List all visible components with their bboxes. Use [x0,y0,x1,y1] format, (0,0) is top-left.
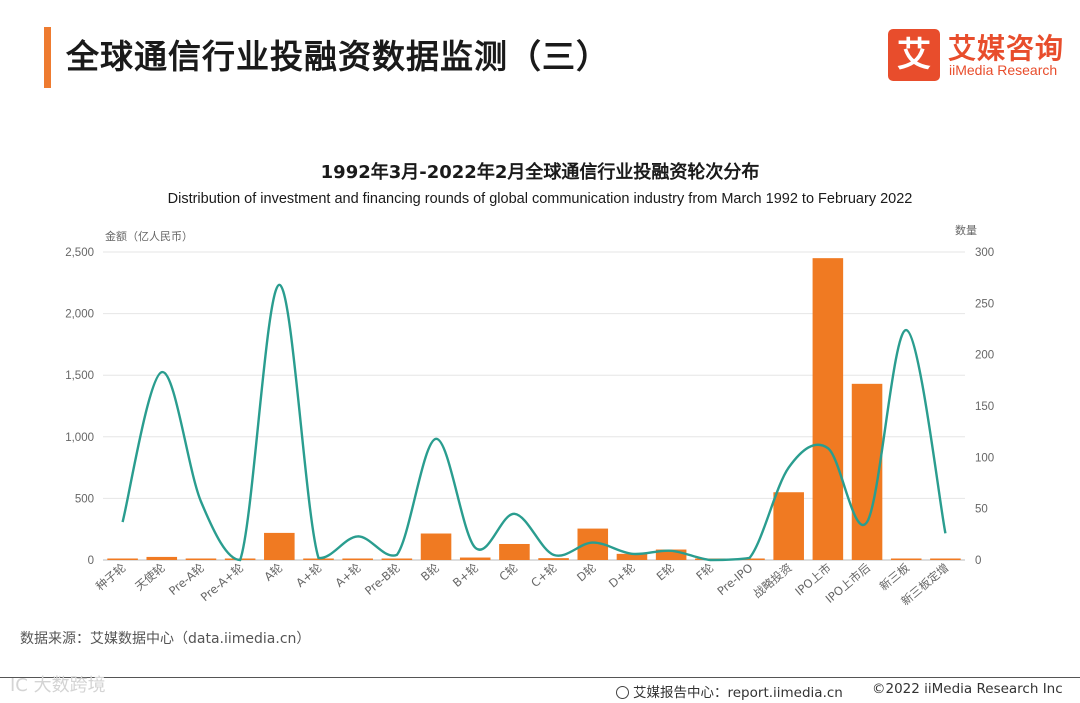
x-category-label: Pre-IPO [714,561,755,599]
x-category-label: D+轮 [606,560,638,590]
y-right-tick-label: 250 [975,298,994,310]
y-left-tick-label: 1,000 [65,432,94,444]
bar [499,543,530,560]
globe-icon [616,686,629,699]
bar [655,549,687,560]
x-category-label: E轮 [654,560,678,583]
logo-badge: 艾 [888,29,940,81]
x-category-label: A+轮 [293,560,325,590]
bar [773,492,804,560]
footer-report-text: 艾媒报告中心：report.iimedia.cn [633,685,843,701]
chart-subtitle: Distribution of investment and financing… [167,191,913,207]
y-right-tick-label: 200 [975,350,994,362]
logo-chinese-name: 艾媒咨询 [948,32,1065,65]
bar [616,553,648,560]
x-category-label: D轮 [574,560,599,584]
y-left-tick-label: 500 [75,493,94,505]
page-title: 全球通信行业投融资数据监测（三） [66,37,610,76]
x-category-label: 天使轮 [132,560,168,593]
footer-copyright: ©2022 iiMedia Research Inc [872,681,1063,697]
y-right-tick-label: 100 [975,452,994,464]
footer-report-center: 艾媒报告中心：report.iimedia.cn [616,681,843,701]
bar [851,383,883,560]
bar [890,558,922,560]
bar [734,558,765,560]
x-category-label: Pre-B轮 [362,560,403,598]
y-left-tick-label: 2,500 [65,247,94,259]
x-category-label: C轮 [496,560,520,584]
title-accent-bar [44,27,51,88]
chart-title: 1992年3月-2022年2月全球通信行业投融资轮次分布 [320,162,760,183]
bar [303,558,334,560]
count-line [121,283,947,562]
y-left-axis-title: 金额（亿人民币） [105,229,193,243]
x-category-label: F轮 [693,560,716,583]
x-category-label: A+轮 [332,560,364,590]
y-right-axis-title: 数量 [955,224,977,237]
y-left-tick-label: 2,000 [65,309,94,321]
bar [185,558,217,560]
x-category-label: A轮 [261,560,285,583]
x-category-label: B+轮 [450,560,482,590]
x-category-label: 种子轮 [93,560,129,593]
x-category-label: 战略投资 [750,561,794,601]
y-left-tick-label: 1,500 [65,370,94,382]
y-right-tick-label: 150 [975,401,994,413]
rounds-distribution-chart: 0 500 1,000 1,500 2,000 2,500 0 50 100 150 200 250 3… [65,224,994,608]
watermark-text: IC 大数跨境 [10,675,106,696]
x-category-label: B轮 [418,560,442,584]
y-right-tick-label: 300 [975,247,994,259]
bar [459,557,491,560]
data-source-note: 数据来源：艾媒数据中心（data.iimedia.cn） [20,631,311,647]
y-left-tick-label: 0 [88,555,94,567]
x-category-label: 新三板 [877,560,913,593]
y-right-tick-label: 0 [975,555,981,567]
bar [264,532,295,560]
bar [146,556,178,560]
y-right-tick-label: 50 [975,504,988,516]
bar [930,558,961,560]
footer-divider [0,677,1080,678]
bar [381,558,413,560]
logo-english-name: iiMedia Research [949,62,1058,78]
bar [812,258,844,560]
bar [538,558,569,560]
bar [107,558,138,560]
bar [342,558,373,560]
x-category-label: Pre-A+轮 [198,560,247,604]
bar [420,533,452,560]
x-category-label: C+轮 [528,560,560,590]
